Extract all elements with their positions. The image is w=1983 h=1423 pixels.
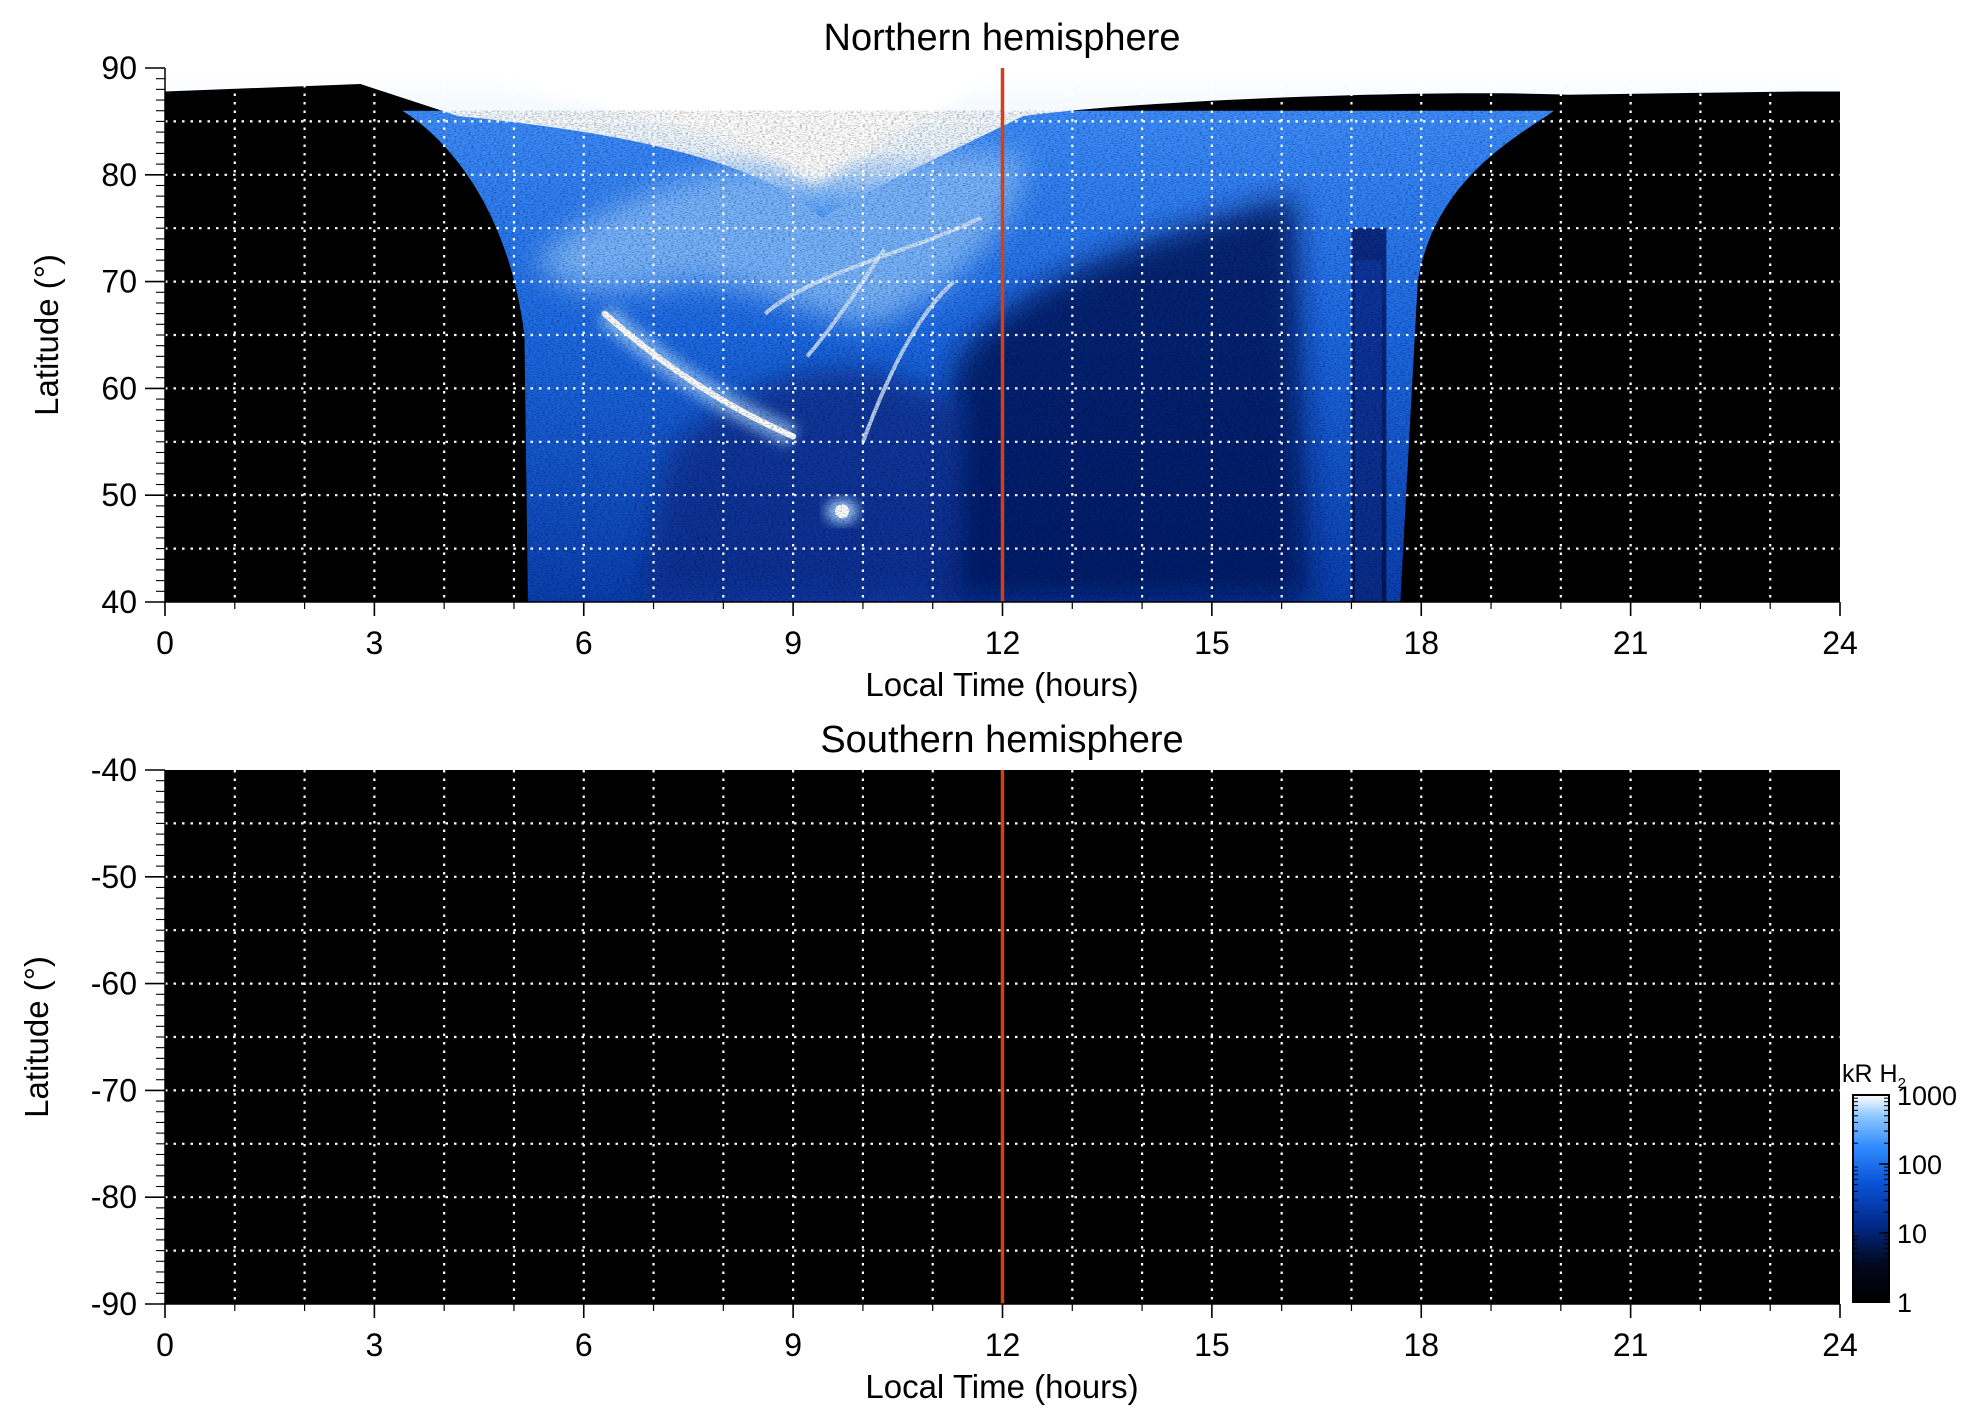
x-tick-label: 24 [1822,1327,1858,1363]
emission-speckle-texture [402,110,1554,602]
x-tick-label: 3 [365,625,383,661]
colorbar-tick-label: 10 [1897,1219,1927,1249]
x-tick-label: 15 [1194,1327,1230,1363]
x-tick-label: 12 [985,625,1021,661]
y-tick-label: 60 [101,370,137,406]
x-tick-label: 15 [1194,625,1230,661]
colorbar: kR H2 1 10 100 1000 [1842,1060,1957,1318]
colorbar-tick-label: 1 [1897,1288,1912,1318]
southern-grid [165,770,1840,1304]
northern-hemisphere-panel: Northern hemisphere 0 3 6 9 12 15 18 21 24 40 50 6… [28,17,1858,703]
northern-y-axis: 40 50 60 70 80 90 [101,50,166,620]
y-tick-label: 40 [101,584,137,620]
northern-x-axis-label: Local Time (hours) [865,666,1138,703]
colorbar-gradient [1852,1094,1890,1303]
x-tick-label: 9 [784,1327,802,1363]
southern-panel-title: Southern hemisphere [820,719,1183,761]
x-tick-label: 18 [1403,1327,1439,1363]
x-tick-label: 0 [156,1327,174,1363]
x-tick-label: 18 [1403,625,1439,661]
northern-x-axis: 0 3 6 9 12 15 18 21 24 [156,601,1858,661]
y-tick-label: -70 [91,1072,137,1108]
y-tick-label: -50 [91,859,137,895]
x-tick-label: 6 [575,1327,593,1363]
y-tick-label: 50 [101,477,137,513]
y-tick-label: 90 [101,50,137,86]
southern-x-axis: 0 3 6 9 12 15 18 21 24 [156,1303,1858,1363]
southern-x-axis-label: Local Time (hours) [865,1368,1138,1405]
colorbar-label: kR H2 [1842,1060,1906,1092]
northern-grid [165,68,1840,602]
y-tick-label: -40 [91,752,137,788]
x-tick-label: 6 [575,625,593,661]
colorbar-ticks: 1 10 100 1000 [1853,1081,1957,1318]
colorbar-tick-label: 1000 [1897,1081,1957,1111]
y-tick-label: -80 [91,1179,137,1215]
y-tick-label: -90 [91,1286,137,1322]
northern-y-axis-label: Latitude (°) [28,254,65,416]
northern-panel-title: Northern hemisphere [824,17,1181,59]
polar-cap-emission [165,68,1840,218]
southern-hemisphere-panel: Southern hemisphere 0 3 6 9 12 15 18 21 24 -40 -5… [18,719,1858,1405]
x-tick-label: 21 [1613,625,1649,661]
colorbar-tick-label: 100 [1897,1150,1942,1180]
y-tick-label: 80 [101,157,137,193]
x-tick-label: 0 [156,625,174,661]
x-tick-label: 24 [1822,625,1858,661]
x-tick-label: 21 [1613,1327,1649,1363]
northern-auroral-emission [165,68,1840,602]
southern-y-axis: -40 -50 -60 -70 -80 -90 [91,752,166,1322]
southern-y-axis-label: Latitude (°) [18,956,55,1118]
colorbar-label-subscript: 2 [1898,1075,1906,1092]
y-tick-label: 70 [101,264,137,300]
colorbar-label-main: kR H [1842,1060,1898,1088]
y-tick-label: -60 [91,966,137,1002]
x-tick-label: 9 [784,625,802,661]
x-tick-label: 3 [365,1327,383,1363]
x-tick-label: 12 [985,1327,1021,1363]
